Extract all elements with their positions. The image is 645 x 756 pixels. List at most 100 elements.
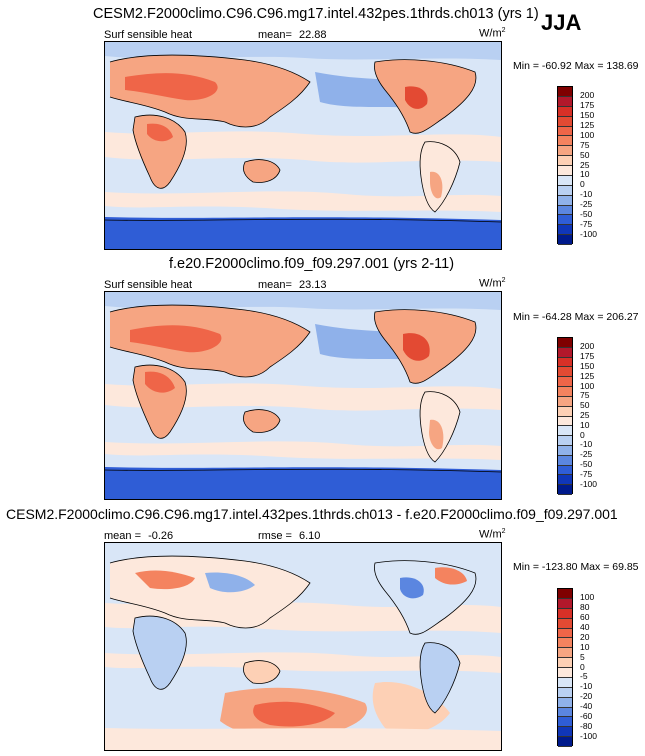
colorbar-tick-label: 175: [580, 100, 595, 111]
colorbar-swatch: [558, 426, 572, 437]
colorbar-tick-label: 200: [580, 341, 595, 352]
colorbar-swatch: [558, 707, 572, 718]
panel-3-colorbar: [557, 588, 573, 747]
colorbar-tick-label: 150: [580, 360, 595, 371]
colorbar-swatch: [558, 367, 572, 378]
colorbar-tick-label: -100: [580, 478, 598, 489]
panel-2-max-label: Max =: [574, 311, 604, 323]
panel-2-mean-value: 23.13: [299, 279, 327, 291]
panel-3-mean-label: mean =: [104, 530, 141, 542]
panel-2-mean: mean= 23.13: [258, 279, 327, 291]
colorbar-tick-label: 5: [580, 651, 585, 662]
colorbar-swatch: [558, 205, 572, 216]
colorbar-tick-label: -80: [580, 720, 593, 731]
colorbar-swatch: [558, 377, 572, 388]
panel-1-max-label: Max =: [574, 60, 604, 72]
colorbar-swatch: [558, 687, 572, 698]
colorbar-swatch: [558, 387, 572, 397]
colorbar-swatch: [558, 166, 572, 176]
panel-3-mean: mean = -0.26: [104, 530, 173, 542]
colorbar-swatch: [558, 485, 572, 495]
panel-2-units-base: W/m: [479, 277, 502, 290]
colorbar-tick-label: 150: [580, 110, 595, 121]
panel-3-min-value: -123.80: [541, 561, 578, 573]
colorbar-tick-label: 0: [580, 179, 585, 190]
colorbar-swatch: [558, 347, 572, 358]
colorbar-tick-label: 60: [580, 612, 590, 623]
panel-2-max-value: 206.27: [606, 311, 639, 323]
colorbar-tick-label: 50: [580, 400, 590, 411]
colorbar-tick-label: 75: [580, 139, 590, 150]
colorbar-tick-label: 10: [580, 641, 590, 652]
panel-3-units: W/m2: [479, 528, 506, 541]
panel-3-min-label: Min =: [513, 561, 539, 573]
colorbar-swatch: [558, 215, 572, 226]
panel-2-min-value: -64.28: [541, 311, 572, 323]
colorbar-tick-label: -50: [580, 208, 593, 219]
panel-1-title: CESM2.F2000climo.C96.C96.mg17.intel.432p…: [93, 6, 539, 22]
colorbar-swatch: [558, 697, 572, 708]
panel-2-map: [104, 291, 502, 500]
colorbar-tick-label: -100: [580, 730, 598, 741]
colorbar-swatch: [558, 618, 572, 629]
colorbar-tick-label: 0: [580, 661, 585, 672]
colorbar-swatch: [558, 416, 572, 427]
colorbar-swatch: [558, 436, 572, 446]
panel-1-minmax: Min = -60.92 Max = 138.69: [513, 60, 639, 72]
colorbar-tick-label: -5: [580, 671, 588, 682]
colorbar-swatch: [558, 589, 572, 599]
colorbar-swatch: [558, 658, 572, 668]
season-label: JJA: [541, 10, 582, 35]
panel-3-title: CESM2.F2000climo.C96.C96.mg17.intel.432p…: [6, 506, 618, 522]
colorbar-tick-label: 200: [580, 90, 595, 101]
panel-3-max-value: 69.85: [612, 561, 639, 573]
colorbar-tick-label: 0: [580, 429, 585, 440]
panel-2-units-exponent: 2: [501, 277, 506, 284]
colorbar-tick-label: 100: [580, 380, 595, 391]
colorbar-tick-label: 75: [580, 390, 590, 401]
colorbar-tick-label: 175: [580, 351, 595, 362]
colorbar-swatch: [558, 96, 572, 107]
colorbar-swatch: [558, 338, 572, 348]
panel-3-units-exponent: 2: [501, 528, 506, 535]
panel-2-minmax: Min = -64.28 Max = 206.27: [513, 311, 639, 323]
colorbar-swatch: [558, 455, 572, 466]
panel-1-variable-label: Surf sensible heat: [104, 29, 193, 41]
colorbar-swatch: [558, 146, 572, 157]
colorbar-tick-label: 20: [580, 631, 590, 642]
colorbar-tick-label: -20: [580, 691, 593, 702]
colorbar-tick-label: 25: [580, 159, 590, 170]
colorbar-tick-label: -25: [580, 199, 593, 209]
colorbar-tick-label: 100: [580, 592, 595, 603]
colorbar-swatch: [558, 225, 572, 236]
colorbar-tick-label: 125: [580, 370, 595, 381]
colorbar-tick-label: -75: [580, 468, 593, 479]
panel-1-units: W/m2: [479, 27, 506, 40]
panel-3-mean-value: -0.26: [148, 530, 174, 542]
colorbar-swatch: [558, 727, 572, 738]
panel-1-units-base: W/m: [479, 27, 502, 40]
colorbar-swatch: [558, 677, 572, 688]
colorbar-tick-label: -100: [580, 228, 598, 239]
colorbar-swatch: [558, 175, 572, 186]
colorbar-tick-label: -40: [580, 701, 593, 711]
colorbar-tick-label: 40: [580, 622, 590, 632]
panel-2-min-label: Min =: [513, 311, 539, 323]
colorbar-tick-label: -10: [580, 439, 593, 450]
colorbar-swatch: [558, 235, 572, 245]
colorbar-swatch: [558, 396, 572, 407]
panel-2-variable-label: Surf sensible heat: [104, 279, 193, 291]
panel-1-mean-value: 22.88: [299, 29, 327, 41]
colorbar-swatch: [558, 598, 572, 609]
colorbar-swatch: [558, 195, 572, 206]
colorbar-tick-label: -10: [580, 681, 593, 692]
panel-2-colorbar: [557, 337, 573, 495]
panel-3-rmse: rmse = 6.10: [258, 530, 320, 542]
colorbar-swatch: [558, 638, 572, 649]
colorbar-swatch: [558, 648, 572, 659]
panel-3-minmax: Min = -123.80 Max = 69.85: [513, 561, 639, 573]
colorbar-tick-label: -25: [580, 449, 593, 460]
colorbar-tick-label: 80: [580, 602, 590, 613]
panel-2-units: W/m2: [479, 277, 506, 290]
colorbar-swatch: [558, 737, 572, 747]
